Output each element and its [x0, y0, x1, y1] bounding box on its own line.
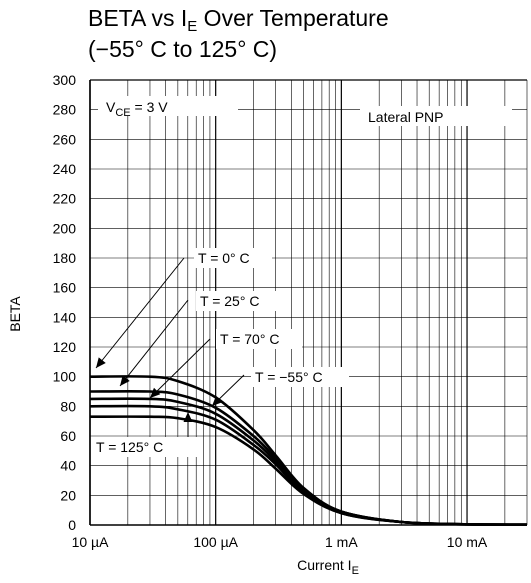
series-line — [89, 415, 528, 526]
y-tick-label: 0 — [68, 517, 76, 533]
leader-line — [119, 299, 189, 387]
y-axis-ticks: 0 20 40 60 80 100 120 140 160 180 200 220 240 260 280 3… — [53, 72, 77, 533]
x-tick-label: 1 mA — [325, 534, 358, 550]
leader-line — [149, 338, 211, 399]
series-lines — [89, 375, 528, 526]
series-label-bg — [196, 291, 284, 311]
leader-line — [95, 257, 185, 369]
series-label: T = 125° C — [96, 439, 163, 455]
series-label: T = 0° C — [198, 250, 250, 266]
chart-title-line-1: BETA vs IE Over Temperature — [88, 5, 389, 35]
y-tick-label: 200 — [53, 220, 77, 236]
y-tick-label: 100 — [53, 369, 77, 385]
x-tick-label: 100 µA — [193, 534, 238, 550]
series-label-bg — [92, 437, 202, 457]
x-axis-ticks: 10 µA 100 µA 1 mA 10 mA — [72, 534, 488, 550]
x-tick-label: 10 mA — [447, 534, 488, 550]
series-label-bg — [216, 329, 302, 349]
y-tick-label: 180 — [53, 250, 77, 266]
x-tick-label: 10 µA — [72, 534, 110, 550]
series-label: T = 25° C — [200, 293, 259, 309]
series-labels: T = 0° C T = 25° C T = 70° C T = −55° C T = … — [92, 248, 349, 457]
leader-arrowhead — [212, 395, 223, 406]
chart-title-line-2: (−55° C to 125° C) — [88, 36, 277, 62]
leader-arrowhead — [120, 375, 130, 386]
y-tick-label: 220 — [53, 191, 77, 207]
series-label-bg — [251, 367, 349, 387]
leader-arrowhead — [96, 357, 106, 368]
y-tick-label: 40 — [60, 458, 76, 474]
y-tick-label: 240 — [53, 161, 77, 177]
y-tick-label: 140 — [53, 309, 77, 325]
y-axis-title: BETA — [7, 296, 23, 332]
y-tick-label: 280 — [53, 102, 77, 118]
series-label-bg — [194, 248, 272, 268]
vce-label-bg — [98, 96, 238, 116]
vce-label: VCE = 3 V — [106, 99, 168, 119]
device-label: Lateral PNP — [368, 109, 443, 125]
y-tick-label: 160 — [53, 280, 77, 296]
y-tick-label: 260 — [53, 131, 77, 147]
annotation-leaders — [95, 257, 245, 438]
y-tick-label: 20 — [60, 487, 76, 503]
series-label: T = −55° C — [255, 369, 323, 385]
series-label: T = 70° C — [220, 331, 279, 347]
y-tick-label: 80 — [60, 398, 76, 414]
x-axis-title: Current IE — [297, 557, 359, 577]
grid — [89, 79, 528, 526]
y-tick-label: 300 — [53, 72, 77, 88]
y-tick-label: 60 — [60, 428, 76, 444]
device-label-bg — [360, 106, 512, 126]
y-tick-label: 120 — [53, 339, 77, 355]
